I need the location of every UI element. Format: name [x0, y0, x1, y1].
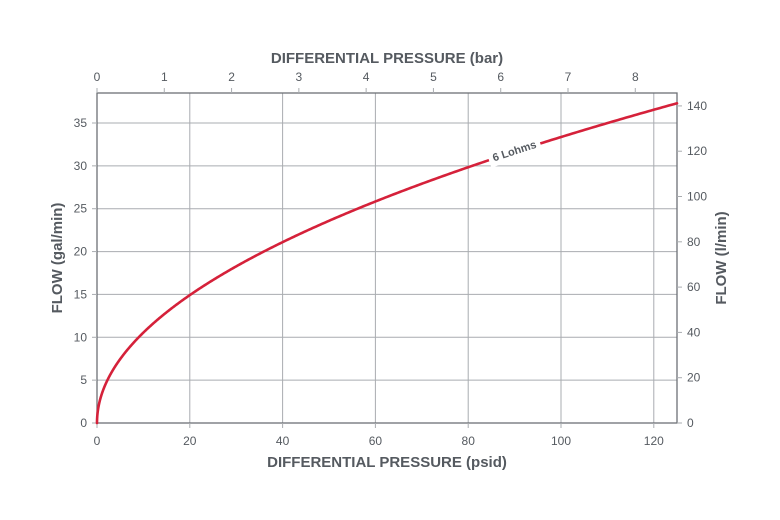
- top-tick-label: 5: [430, 70, 437, 84]
- right-tick-label: 100: [687, 190, 707, 204]
- right-tick-label: 120: [687, 144, 707, 158]
- plot-frame: [96, 92, 678, 424]
- bottom-axis-title: DIFFERENTIAL PRESSURE (psid): [267, 454, 507, 471]
- left-tick-label: 35: [74, 116, 88, 130]
- top-tick-label: 3: [296, 70, 303, 84]
- left-tick-label: 25: [74, 202, 88, 216]
- bottom-tick-label: 40: [276, 434, 290, 448]
- grid-lines: [97, 93, 677, 423]
- bottom-tick-label: 0: [94, 434, 101, 448]
- series-label-group: 6 Lohms: [486, 135, 543, 168]
- bottom-tick-label: 80: [462, 434, 476, 448]
- top-axis-title: DIFFERENTIAL PRESSURE (bar): [271, 50, 503, 67]
- top-tick-label: 4: [363, 70, 370, 84]
- left-axis-title: FLOW (gal/min): [49, 203, 66, 314]
- top-tick-label: 0: [94, 70, 101, 84]
- series-label-6-lohms: 6 Lohms: [491, 139, 538, 164]
- right-axis-title: FLOW (l/min): [713, 211, 730, 304]
- top-tick-label: 2: [228, 70, 235, 84]
- left-tick-label: 10: [74, 330, 88, 344]
- right-tick-label: 60: [687, 280, 701, 294]
- top-tick-label: 1: [161, 70, 168, 84]
- series-line-6-lohms: [95, 101, 679, 425]
- top-tick-label: 6: [497, 70, 504, 84]
- bottom-tick-label: 20: [183, 434, 197, 448]
- right-tick-label: 0: [687, 416, 694, 430]
- bottom-tick-label: 100: [551, 434, 571, 448]
- left-tick-label: 5: [80, 373, 87, 387]
- series-label-background: [486, 135, 543, 168]
- left-tick-label: 0: [80, 416, 87, 430]
- bottom-tick-label: 120: [644, 434, 664, 448]
- right-tick-label: 40: [687, 325, 701, 339]
- right-tick-label: 20: [687, 371, 701, 385]
- left-tick-label: 20: [74, 245, 88, 259]
- right-tick-label: 140: [687, 99, 707, 113]
- top-tick-label: 7: [565, 70, 572, 84]
- bottom-tick-label: 60: [369, 434, 383, 448]
- left-tick-label: 15: [74, 287, 88, 301]
- right-tick-label: 80: [687, 235, 701, 249]
- left-tick-label: 30: [74, 159, 88, 173]
- top-tick-label: 8: [632, 70, 639, 84]
